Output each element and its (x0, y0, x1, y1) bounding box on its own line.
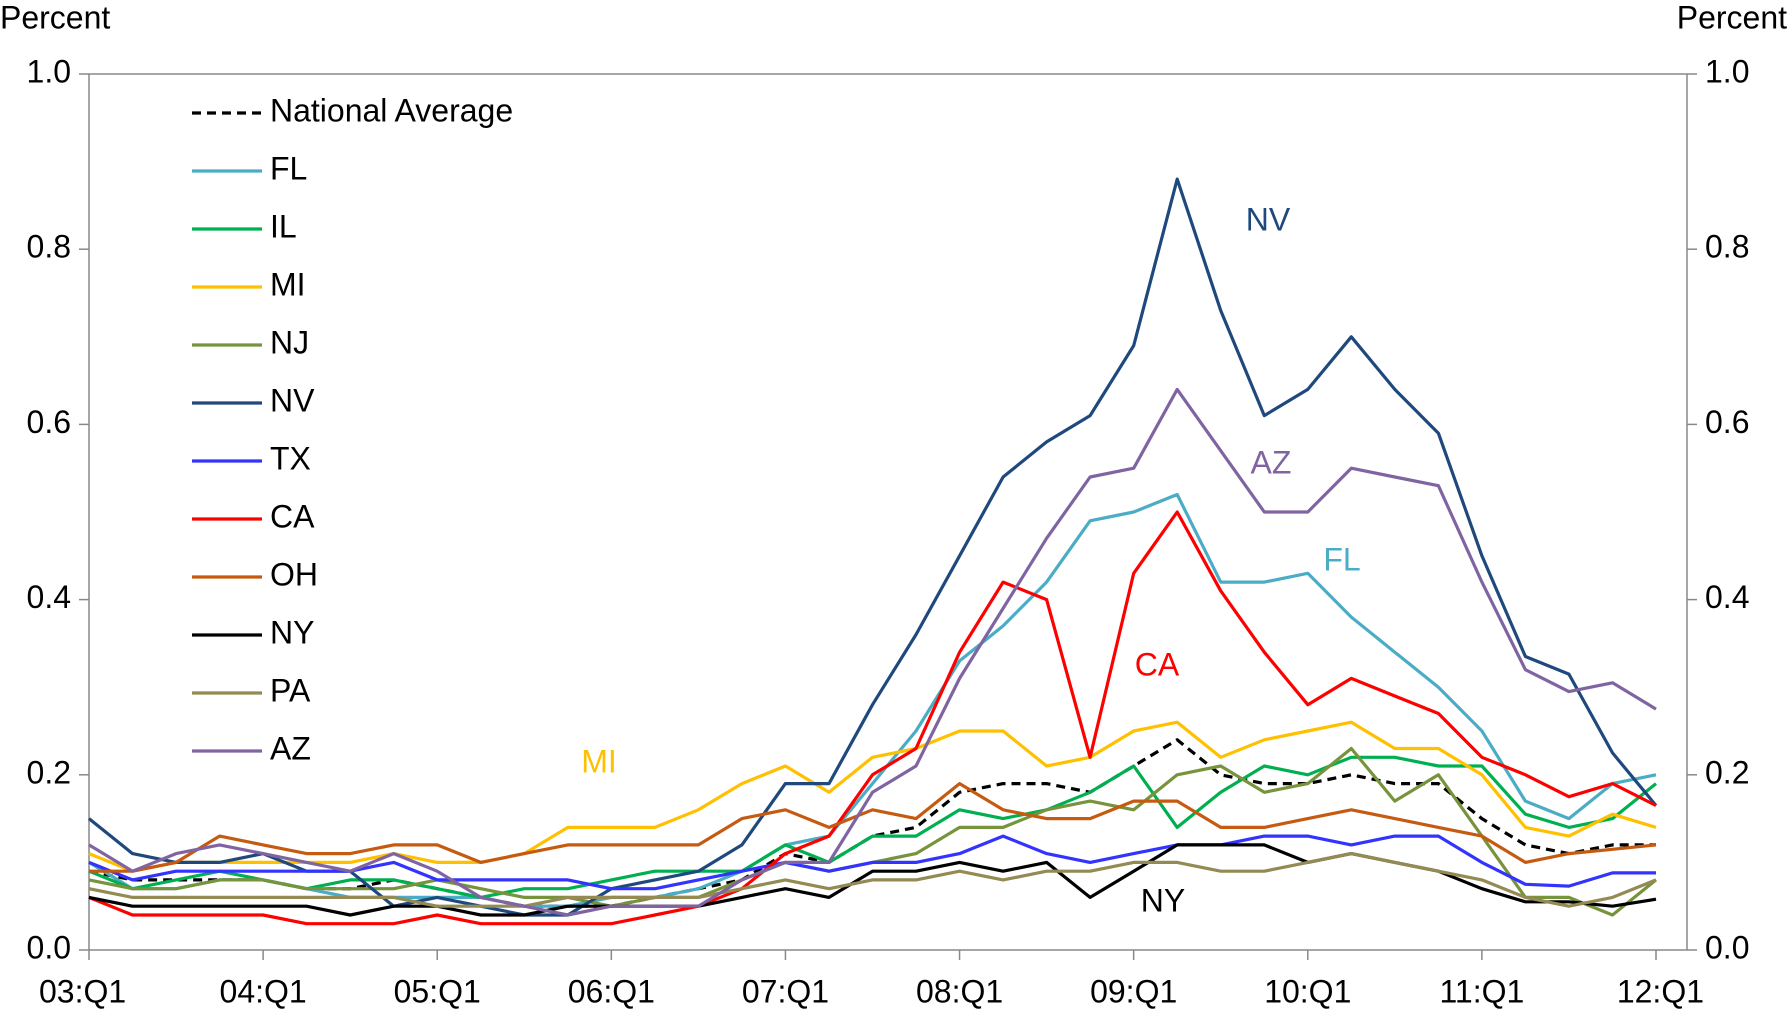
series-line (88, 510, 1657, 926)
annotation: NV (1246, 201, 1291, 237)
x-tick-label: 07:Q1 (742, 973, 829, 1009)
y-tick-label: 0.4 (27, 579, 71, 615)
legend-label: NY (270, 614, 314, 650)
legend-label: FL (270, 150, 307, 186)
x-tick-label: 09:Q1 (1090, 973, 1177, 1009)
legend-label: OH (270, 556, 318, 592)
annotation: FL (1323, 541, 1360, 577)
x-tick-label: 08:Q1 (916, 973, 1003, 1009)
series-line (88, 755, 1658, 899)
x-tick-label: 12:Q1 (1617, 973, 1704, 1009)
legend-label: TX (270, 440, 311, 476)
y2-tick-label: 0.4 (1705, 579, 1749, 615)
y-tick-label: 0.2 (27, 754, 71, 790)
y2-tick-label: 0.6 (1705, 404, 1749, 440)
annotation: AZ (1251, 444, 1292, 480)
x-tick-label: 03:Q1 (39, 973, 126, 1009)
series-line (88, 492, 1657, 908)
series-line (88, 852, 1657, 908)
legend-label: IL (270, 208, 297, 244)
y-axis-label: Percent (0, 0, 110, 35)
legend-label: National Average (270, 92, 513, 128)
x-tick-label: 10:Q1 (1264, 973, 1351, 1009)
series-line (87, 177, 1658, 917)
legend-label: CA (270, 498, 315, 534)
y-tick-label: 1.0 (27, 53, 71, 89)
x-tick-label: 05:Q1 (394, 973, 481, 1009)
series-line (88, 720, 1657, 873)
legend-label: PA (270, 672, 311, 708)
legend-label: AZ (270, 730, 311, 766)
legend-label: MI (270, 266, 306, 302)
y-tick-label: 0.8 (27, 229, 71, 265)
annotation: MI (581, 743, 617, 779)
y-tick-label: 0.6 (27, 404, 71, 440)
y2-tick-label: 1.0 (1705, 53, 1749, 89)
plot-frame (88, 73, 1688, 951)
y2-tick-label: 0.2 (1705, 754, 1749, 790)
x-tick-label: 06:Q1 (568, 973, 655, 1009)
series-line (89, 782, 1657, 873)
series-line (88, 387, 1657, 917)
y2-tick-label: 0.0 (1705, 929, 1749, 965)
annotation: NY (1141, 882, 1185, 918)
x-tick-label: 11:Q1 (1439, 973, 1524, 1009)
y2-tick-label: 0.8 (1705, 229, 1749, 265)
legend-label: NJ (270, 324, 309, 360)
y2-axis-label: Percent (1677, 0, 1787, 35)
annotation: CA (1135, 646, 1180, 682)
x-tick-label: 04:Q1 (220, 973, 307, 1009)
legend-label: NV (270, 382, 315, 418)
y-tick-label: 0.0 (27, 929, 71, 965)
